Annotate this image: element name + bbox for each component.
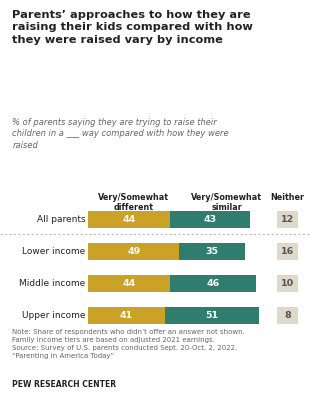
Text: Parents’ approaches to how they are
raising their kids compared with how
they we: Parents’ approaches to how they are rais…	[12, 10, 253, 45]
Text: 16: 16	[281, 247, 294, 256]
Text: Note: Share of respondents who didn’t offer an answer not shown.
Family income t: Note: Share of respondents who didn’t of…	[12, 329, 245, 359]
Text: Lower income: Lower income	[22, 247, 85, 256]
Text: All parents: All parents	[37, 215, 85, 224]
Text: 43: 43	[204, 215, 217, 224]
Text: 35: 35	[206, 247, 219, 256]
Text: 10: 10	[281, 279, 294, 288]
Bar	[88, 211, 170, 228]
Text: 49: 49	[127, 247, 140, 256]
FancyBboxPatch shape	[277, 243, 298, 260]
Bar	[170, 275, 256, 292]
Text: 8: 8	[284, 311, 291, 320]
Text: Very/Somewhat
similar: Very/Somewhat similar	[191, 193, 263, 212]
Bar	[165, 307, 259, 324]
Bar	[170, 211, 250, 228]
Bar	[88, 243, 179, 260]
Text: 51: 51	[206, 311, 219, 320]
Text: 12: 12	[281, 215, 294, 224]
Text: Middle income: Middle income	[19, 279, 85, 288]
FancyBboxPatch shape	[277, 211, 298, 228]
FancyBboxPatch shape	[277, 307, 298, 324]
Text: Upper income: Upper income	[22, 311, 85, 320]
Text: % of parents saying they are trying to raise their
children in a ___ way compare: % of parents saying they are trying to r…	[12, 118, 229, 150]
Text: PEW RESEARCH CENTER: PEW RESEARCH CENTER	[12, 380, 117, 389]
Bar	[179, 243, 245, 260]
Text: 44: 44	[123, 215, 136, 224]
Text: 46: 46	[206, 279, 219, 288]
FancyBboxPatch shape	[277, 275, 298, 292]
Text: 41: 41	[120, 311, 133, 320]
Bar	[88, 307, 165, 324]
Text: Neither: Neither	[270, 193, 304, 201]
Text: 44: 44	[123, 279, 136, 288]
Text: Very/Somewhat
different: Very/Somewhat different	[98, 193, 170, 212]
Bar	[88, 275, 170, 292]
